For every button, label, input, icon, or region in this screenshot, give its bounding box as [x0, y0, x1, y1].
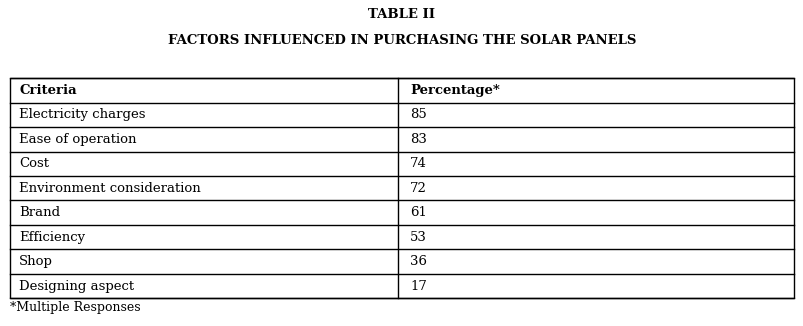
- Text: Cost: Cost: [19, 157, 49, 170]
- Text: Ease of operation: Ease of operation: [19, 133, 137, 146]
- Text: 74: 74: [410, 157, 426, 170]
- Text: Environment consideration: Environment consideration: [19, 182, 201, 195]
- Text: Percentage*: Percentage*: [410, 84, 499, 97]
- Text: 17: 17: [410, 280, 426, 292]
- Text: *Multiple Responses: *Multiple Responses: [10, 301, 140, 314]
- Text: Criteria: Criteria: [19, 84, 77, 97]
- Text: Efficiency: Efficiency: [19, 231, 85, 244]
- Bar: [10, 78, 793, 298]
- Text: 83: 83: [410, 133, 426, 146]
- Text: TABLE II: TABLE II: [368, 8, 435, 21]
- Text: FACTORS INFLUENCED IN PURCHASING THE SOLAR PANELS: FACTORS INFLUENCED IN PURCHASING THE SOL…: [168, 34, 635, 47]
- Text: 61: 61: [410, 206, 426, 219]
- Text: Brand: Brand: [19, 206, 60, 219]
- Text: 72: 72: [410, 182, 426, 195]
- Text: 85: 85: [410, 109, 426, 121]
- Text: Designing aspect: Designing aspect: [19, 280, 134, 292]
- Text: Shop: Shop: [19, 255, 53, 268]
- Text: 36: 36: [410, 255, 426, 268]
- Text: 53: 53: [410, 231, 426, 244]
- Text: Electricity charges: Electricity charges: [19, 109, 145, 121]
